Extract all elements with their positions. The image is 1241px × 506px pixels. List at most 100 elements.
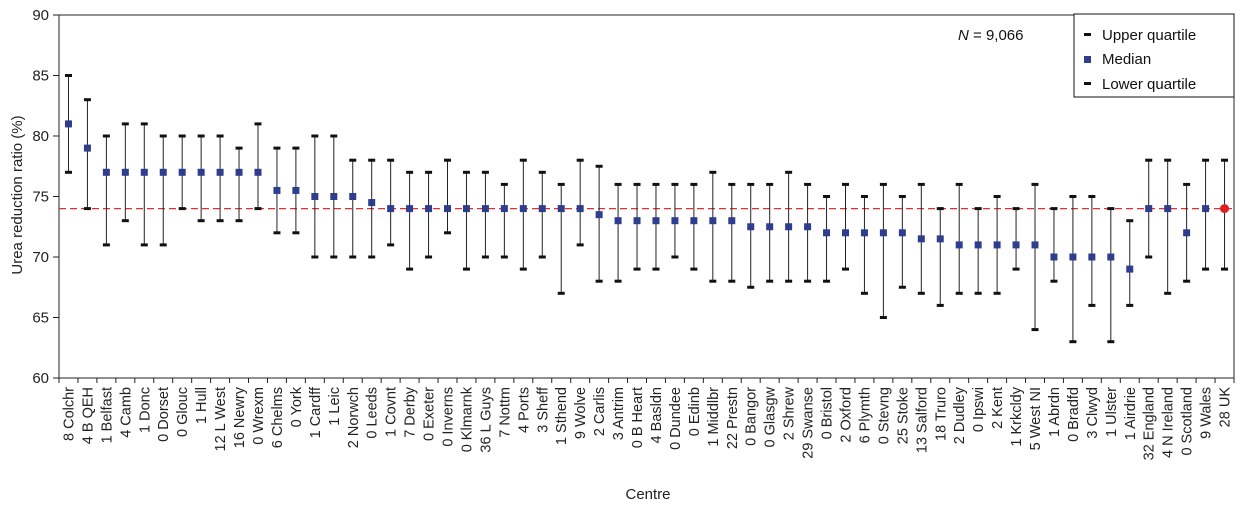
- upper-quartile-mark: [898, 195, 906, 198]
- median-mark: [387, 205, 395, 213]
- median-mark: [785, 223, 793, 231]
- lower-quartile-mark: [785, 279, 793, 283]
- median-mark: [481, 205, 489, 213]
- x-category-label: 13 Salford: [914, 387, 930, 453]
- x-category-label: 8 Colchr: [61, 387, 77, 441]
- median-mark: [1012, 241, 1020, 249]
- upper-quartile-mark: [425, 170, 433, 174]
- median-mark: [235, 168, 243, 176]
- upper-quartile-mark: [235, 146, 243, 150]
- upper-quartile-mark: [64, 74, 72, 77]
- median-mark: [993, 241, 1001, 249]
- median-mark: [614, 217, 622, 225]
- x-category-label: 3 Sheff: [535, 386, 551, 433]
- median-mark: [1107, 253, 1115, 261]
- upper-quartile-mark: [766, 182, 774, 186]
- centre-marker: [557, 182, 565, 295]
- centre-marker: [1220, 158, 1230, 271]
- upper-quartile-mark: [1069, 195, 1077, 198]
- lower-quartile-mark: [1145, 255, 1153, 259]
- x-category-label: 0 Glasgw: [763, 386, 779, 447]
- upper-quartile-mark: [83, 98, 91, 102]
- centre-marker: [860, 195, 868, 295]
- centre-marker: [785, 170, 793, 283]
- x-category-label: 29 Swanse: [801, 387, 817, 459]
- centre-marker: [1145, 158, 1153, 259]
- median-mark: [1145, 205, 1153, 213]
- centre-marker: [671, 182, 679, 259]
- centre-marker: [159, 134, 167, 247]
- x-category-label: 0 York: [289, 386, 305, 427]
- centre-marker: [974, 207, 982, 295]
- x-category-label: 0 Bristol: [820, 387, 836, 439]
- y-tick-label: 90: [32, 7, 49, 24]
- x-category-label: 32 England: [1142, 387, 1158, 460]
- centre-marker: [690, 182, 698, 271]
- centre-marker: [406, 170, 414, 271]
- x-category-label: 1 Middlbr: [706, 387, 722, 447]
- lower-quartile-mark: [728, 279, 736, 283]
- median-mark: [974, 241, 982, 249]
- median-mark: [823, 229, 831, 237]
- upper-quartile-mark: [1183, 182, 1191, 186]
- median-mark: [273, 186, 281, 194]
- legend-box: [1073, 13, 1235, 98]
- upper-quartile-mark: [1126, 219, 1134, 223]
- x-category-label: 3 Antrim: [611, 387, 627, 440]
- legend-marker-median: [1084, 56, 1091, 63]
- centre-marker: [1202, 158, 1210, 271]
- centre-marker: [481, 170, 489, 259]
- lower-quartile-mark: [254, 207, 262, 211]
- upper-quartile-mark: [1202, 158, 1210, 162]
- x-category-label: 12 L West: [213, 387, 229, 451]
- median-mark: [254, 168, 262, 176]
- lower-quartile-mark: [519, 267, 527, 271]
- lower-quartile-mark: [879, 316, 887, 319]
- median-mark: [841, 229, 849, 237]
- upper-quartile-mark: [197, 134, 205, 138]
- lower-quartile-mark: [1164, 291, 1172, 295]
- lower-quartile-mark: [216, 219, 224, 223]
- upper-quartile-mark: [917, 182, 925, 186]
- y-tick-label: 80: [32, 128, 49, 145]
- centre-marker: [102, 134, 110, 247]
- upper-quartile-mark: [387, 158, 395, 162]
- lower-quartile-mark: [652, 267, 660, 271]
- upper-quartile-mark: [804, 182, 812, 186]
- chart-axes: 60 65 70 75 80 85 90: [32, 7, 1235, 387]
- lower-quartile-mark: [1183, 279, 1191, 283]
- median-mark: [462, 205, 470, 213]
- centre-marker: [292, 146, 300, 235]
- x-category-label: 4 B QEH: [80, 387, 96, 444]
- upper-quartile-mark: [349, 158, 357, 162]
- upper-quartile-mark: [1088, 195, 1096, 198]
- centre-marker: [614, 182, 622, 283]
- median-mark: [1183, 229, 1191, 237]
- median-mark: [652, 217, 660, 225]
- median-mark: [1088, 253, 1096, 261]
- lower-quartile-mark: [64, 170, 72, 174]
- sample-size-value: = 9,066: [969, 27, 1024, 44]
- x-category-label: 0 Wrexm: [251, 387, 267, 445]
- lower-quartile-mark: [292, 231, 300, 235]
- median-mark: [178, 168, 186, 176]
- median-mark: [444, 205, 452, 213]
- lower-quartile-mark: [368, 255, 376, 259]
- centre-marker: [462, 170, 470, 271]
- x-category-label: 1 Hull: [194, 387, 210, 424]
- upper-quartile-mark: [633, 182, 641, 186]
- median-mark: [917, 235, 925, 243]
- lower-quartile-mark: [444, 231, 452, 235]
- legend-label-upper-quartile: Upper quartile: [1102, 27, 1196, 44]
- lower-quartile-mark: [823, 279, 831, 283]
- x-category-label: 1 Abrdn: [1047, 387, 1063, 437]
- median-mark: [64, 120, 72, 128]
- centre-marker: [1107, 207, 1115, 344]
- centre-marker: [444, 158, 452, 235]
- upper-quartile-mark: [500, 182, 508, 186]
- x-category-label: 0 B Heart: [630, 387, 646, 448]
- median-mark: [1069, 253, 1077, 261]
- lower-quartile-mark: [178, 207, 186, 211]
- y-tick-label: 70: [32, 249, 49, 266]
